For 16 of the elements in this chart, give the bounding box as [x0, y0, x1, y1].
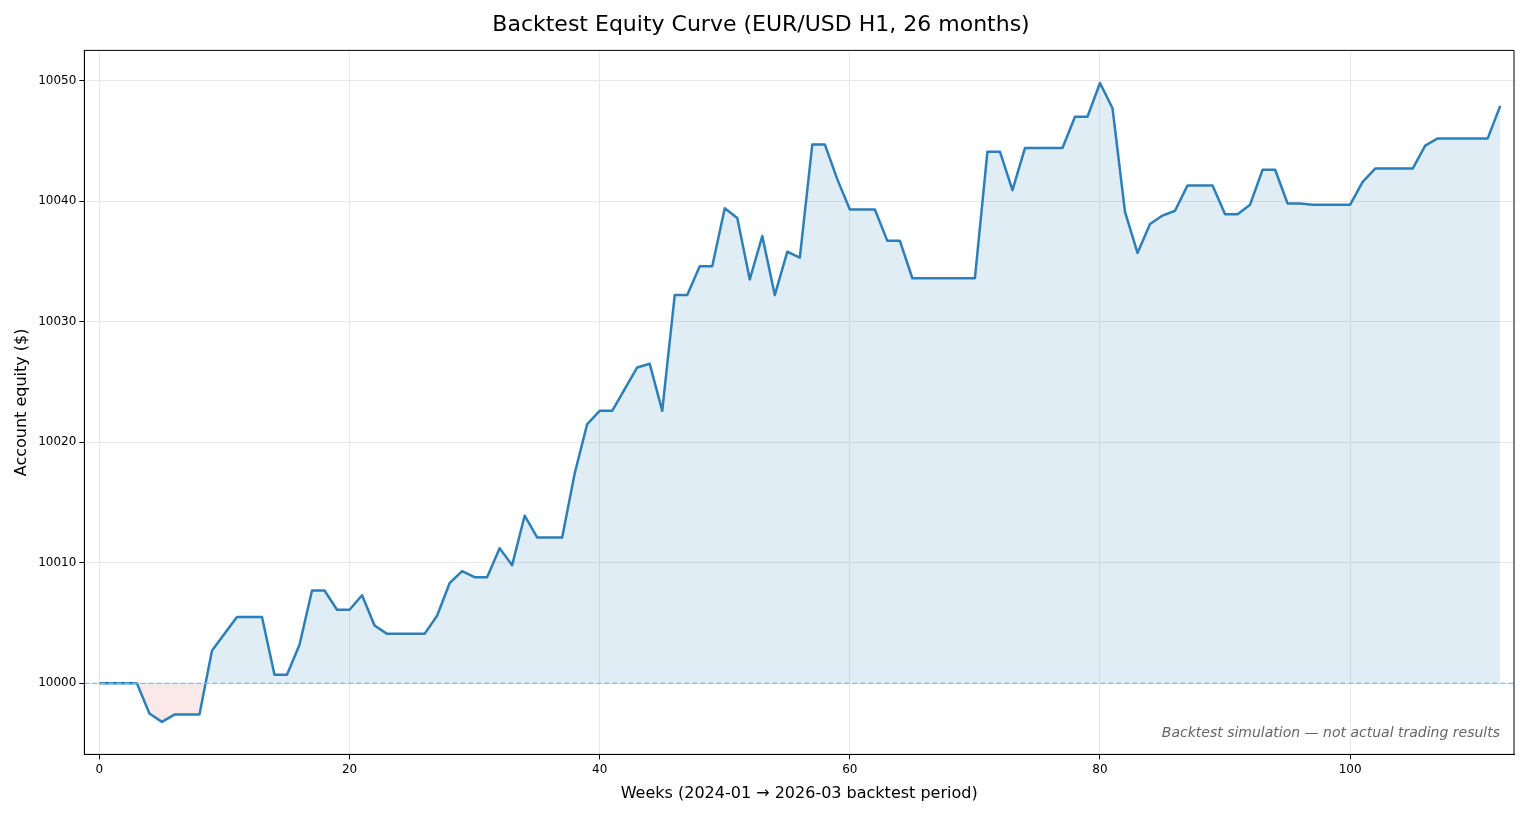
x-tick-label: 60: [842, 761, 858, 776]
x-tick-label: 20: [341, 761, 358, 776]
y-tick-label: 10020: [38, 434, 77, 449]
annotation: Backtest simulation — not actual trading results: [1161, 724, 1500, 741]
y-tick-label: 10010: [38, 554, 77, 569]
x-tick-label: 100: [1338, 761, 1362, 776]
x-tick-label: 40: [592, 761, 608, 776]
x-tick-label: 0: [95, 761, 104, 776]
x-tick-label: 80: [1092, 761, 1108, 776]
x-axis-title: Weeks (2024-01 → 2026-03 backtest period): [620, 782, 978, 802]
y-axis-title: Account equity ($): [10, 328, 30, 477]
y-tick-label: 10050: [38, 72, 77, 87]
y-tick-label: 10030: [38, 313, 77, 328]
chart-title: Backtest Equity Curve (EUR/USD H1, 26 months): [492, 10, 1030, 36]
y-tick-label: 10000: [38, 675, 77, 690]
y-tick-label: 10040: [38, 193, 77, 208]
